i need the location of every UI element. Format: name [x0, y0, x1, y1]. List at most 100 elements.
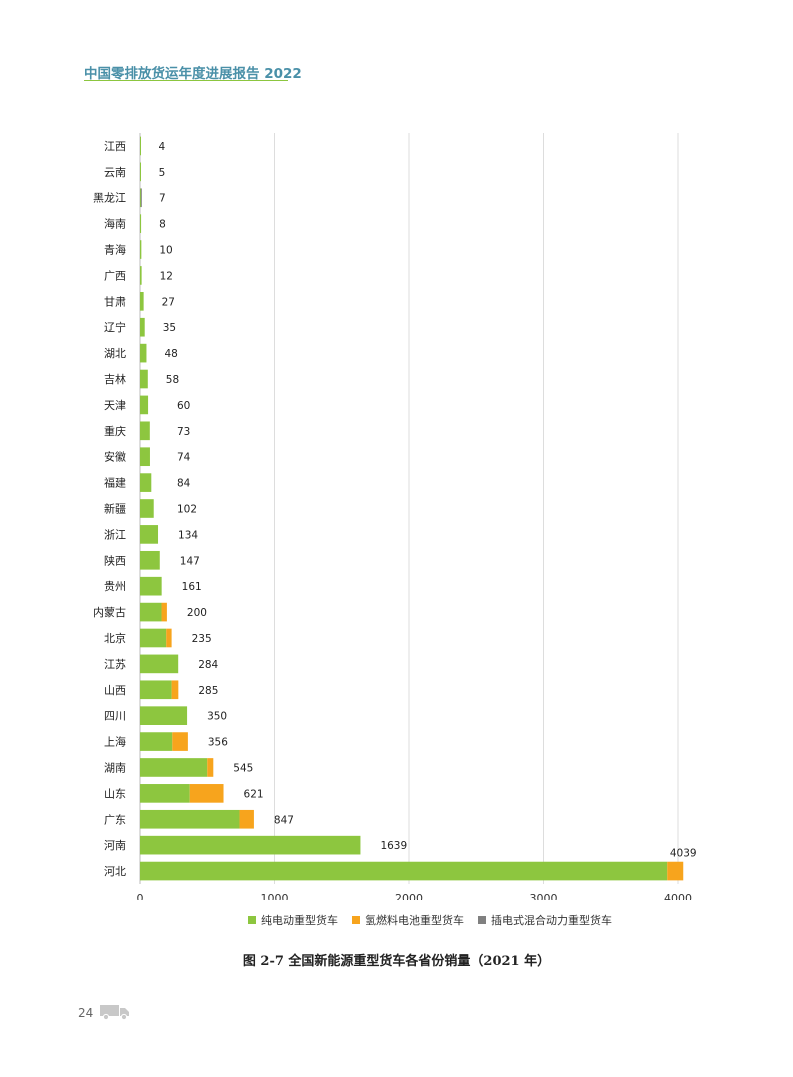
bar-segment — [667, 861, 684, 881]
bar-segment — [140, 343, 147, 363]
category-label: 安徽 — [104, 450, 126, 464]
data-label: 27 — [162, 296, 175, 308]
data-label: 1639 — [380, 840, 407, 852]
legend-label-bev: 纯电动重型货车 — [261, 914, 338, 927]
data-label: 134 — [178, 529, 198, 541]
category-label: 黑龙江 — [93, 192, 126, 205]
category-label: 北京 — [104, 631, 126, 645]
data-label: 12 — [160, 270, 173, 282]
figure-caption: 图 2-7 全国新能源重型货车各省份销量（2021 年） — [242, 954, 551, 969]
bar-segment — [140, 188, 141, 208]
bar-segment — [140, 550, 160, 570]
data-label: 5 — [159, 167, 166, 179]
bar-segment — [140, 240, 142, 259]
data-label: 48 — [164, 348, 177, 360]
bar-segment — [140, 628, 167, 648]
data-label: 200 — [187, 607, 207, 619]
data-label: 73 — [177, 426, 190, 438]
bar-segment — [140, 809, 240, 829]
category-label: 天津 — [104, 399, 126, 412]
legend-item-phev: 插电式混合动力重型货车 — [478, 912, 612, 928]
bar-segment — [140, 758, 208, 777]
bar-segment — [166, 628, 172, 648]
data-label: 161 — [182, 581, 202, 593]
category-label: 山东 — [104, 787, 126, 800]
legend-item-fcev: 氢燃料电池重型货车 — [352, 912, 464, 928]
category-label: 河南 — [104, 839, 126, 852]
bar-segment — [161, 602, 167, 622]
bar-segment — [140, 602, 162, 622]
page-number: 24 — [78, 1006, 94, 1020]
data-label: 147 — [180, 555, 200, 567]
bar-segment — [140, 499, 154, 518]
bar-segment — [140, 214, 142, 233]
data-label: 545 — [233, 762, 253, 774]
bar-segment — [140, 732, 173, 751]
data-label: 847 — [274, 814, 294, 826]
bar-segment — [140, 369, 148, 389]
category-label: 云南 — [104, 166, 126, 179]
data-label: 8 — [159, 219, 166, 231]
bar-segment — [140, 861, 668, 881]
bar-segment — [140, 188, 142, 208]
x-tick-label: 3000 — [530, 892, 558, 900]
category-label: 辽宁 — [104, 320, 126, 334]
data-label: 35 — [163, 322, 176, 334]
category-label: 新疆 — [104, 502, 126, 516]
bar-segment — [140, 447, 150, 467]
x-tick-label: 0 — [137, 892, 144, 900]
bar-segment — [171, 680, 179, 700]
report-header-title: 中国零排放货运年度进展报告 2022 — [84, 66, 302, 82]
bar-segment — [140, 473, 152, 492]
category-label: 湖北 — [104, 347, 126, 360]
category-label: 山西 — [104, 684, 126, 697]
category-label: 海南 — [104, 217, 126, 231]
data-label: 84 — [177, 478, 191, 490]
category-label: 江苏 — [104, 658, 126, 671]
category-label: 青海 — [104, 243, 126, 257]
header-underline — [84, 80, 288, 81]
category-label: 广西 — [104, 269, 126, 282]
category-label: 陕西 — [104, 553, 126, 567]
data-label: 58 — [166, 374, 179, 386]
legend-label-phev: 插电式混合动力重型货车 — [491, 914, 612, 927]
category-label: 江西 — [104, 140, 126, 153]
bar-segment — [172, 732, 188, 751]
bar-segment — [140, 784, 190, 803]
legend-swatch-bev — [248, 916, 256, 924]
bar-segment — [140, 162, 141, 182]
bar-segment — [189, 784, 224, 803]
data-label: 74 — [177, 452, 191, 464]
data-label: 285 — [198, 685, 218, 697]
bar-segment — [207, 758, 214, 777]
bar-segment — [140, 706, 188, 725]
sales-by-province-chart: 0 1000 2000 3000 4000 江西 4 云南 5 黑龙江 7 海南 8 青海 10 广西 12 甘肃… — [93, 133, 697, 900]
data-label: 4039 — [670, 848, 697, 860]
bar-segment — [140, 317, 145, 337]
category-label: 河北 — [104, 865, 126, 878]
chart-legend: 纯电动重型货车 氢燃料电池重型货车 插电式混合动力重型货车 — [248, 912, 612, 928]
truck-icon — [100, 1005, 129, 1020]
category-label: 四川 — [104, 710, 126, 723]
data-label: 350 — [207, 711, 227, 723]
data-label: 60 — [177, 400, 190, 412]
bar-segment — [140, 136, 141, 156]
category-label: 吉林 — [104, 372, 126, 386]
bar-segment — [140, 680, 172, 700]
bar-segment — [140, 292, 144, 311]
category-label: 上海 — [104, 735, 126, 749]
data-label: 4 — [159, 141, 166, 153]
category-label: 贵州 — [104, 580, 126, 593]
data-label: 284 — [198, 659, 218, 671]
data-label: 10 — [159, 245, 172, 257]
bar-segment — [140, 266, 142, 285]
bar-segment — [140, 835, 361, 855]
data-label: 356 — [208, 737, 228, 749]
category-label: 甘肃 — [104, 295, 126, 308]
bar-segment — [239, 809, 254, 829]
category-label: 浙江 — [104, 528, 126, 541]
x-tick-label: 4000 — [664, 892, 692, 900]
data-label: 621 — [244, 788, 264, 800]
x-tick-label: 2000 — [395, 892, 423, 900]
data-label: 7 — [159, 193, 166, 205]
